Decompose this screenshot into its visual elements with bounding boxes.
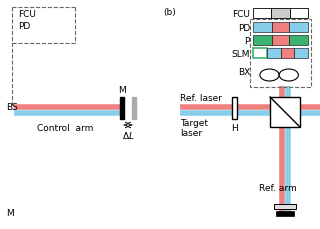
Bar [250,20,311,88]
Text: BX: BX [238,67,250,76]
Bar [289,23,308,33]
Bar [272,36,289,46]
Text: Ref. arm: Ref. arm [259,183,297,192]
Bar [276,211,294,216]
Text: PD: PD [18,22,30,31]
Text: (b): (b) [163,8,176,17]
Bar [294,49,308,59]
Bar [290,9,308,19]
Bar [267,49,281,59]
Bar [272,23,289,33]
Text: Control  arm: Control arm [37,123,93,132]
Text: FCU: FCU [18,10,36,19]
Text: SLM: SLM [231,49,250,58]
Bar [271,9,290,19]
Text: FCU: FCU [232,9,250,18]
Bar [270,98,300,128]
Bar [253,49,267,59]
Bar [120,98,124,120]
Bar [289,36,308,46]
Text: Ref. laser: Ref. laser [180,94,222,103]
Bar [253,9,271,19]
Bar [274,204,296,209]
Bar [281,49,294,59]
Bar [132,98,136,120]
Bar [232,98,237,120]
Text: BS: BS [6,103,18,112]
Text: Target
laser: Target laser [180,118,208,138]
Text: P: P [244,36,250,45]
Text: M: M [6,208,14,217]
Text: PD: PD [238,23,250,32]
Bar [253,36,272,46]
Text: $\Delta L$: $\Delta L$ [122,129,134,140]
Text: H: H [231,123,238,132]
Bar [253,23,272,33]
Text: M: M [118,86,126,95]
